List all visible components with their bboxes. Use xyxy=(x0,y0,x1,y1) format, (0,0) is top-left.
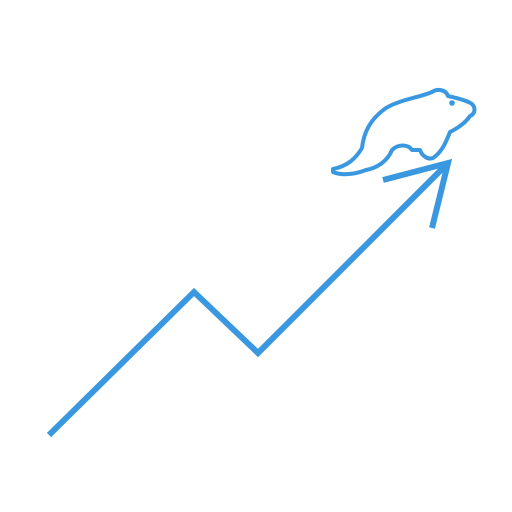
arrow-head-icon xyxy=(382,158,453,229)
trend-line-icon xyxy=(46,162,449,438)
animal-silhouette-icon xyxy=(331,87,477,177)
animal-eye-icon xyxy=(449,100,455,106)
